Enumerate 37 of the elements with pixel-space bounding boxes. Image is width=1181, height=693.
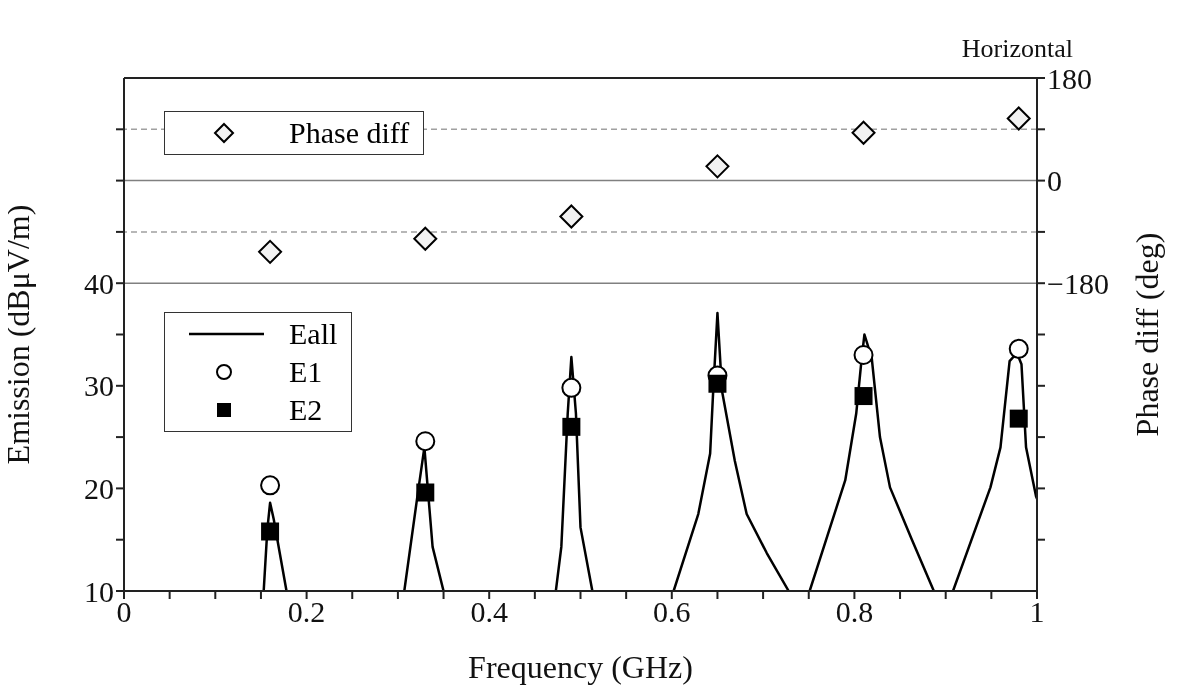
legend-label: Eall — [289, 317, 338, 351]
y-tick-label: 40 — [84, 266, 114, 300]
legend-label: E1 — [289, 355, 323, 389]
y2-tick-label: −180 — [1047, 266, 1109, 300]
point — [413, 226, 438, 251]
point — [559, 204, 584, 229]
point — [1006, 106, 1031, 131]
y2-tick-label: 0 — [1047, 164, 1062, 198]
text: Horizontal — [961, 34, 1073, 64]
y-tick-label: 30 — [84, 369, 114, 403]
x-tick-label: 0.6 — [653, 595, 691, 629]
legend-label: Phase diff — [289, 116, 410, 150]
point — [1008, 338, 1029, 359]
x-tick-label: 0.4 — [470, 595, 508, 629]
x-axis-title: Frequency (GHz) — [468, 649, 693, 685]
x-tick-label: 0.8 — [835, 595, 874, 629]
legend-label: E2 — [289, 393, 323, 427]
point — [561, 377, 582, 398]
y2-axis-title: Phase diff (deg) — [1129, 232, 1166, 437]
x-tick-label: 1 — [1029, 595, 1045, 629]
point — [851, 120, 876, 145]
point — [258, 239, 283, 264]
point — [562, 417, 581, 436]
point — [854, 387, 873, 406]
point — [853, 345, 874, 366]
y-tick-label: 10 — [84, 574, 114, 608]
x-tick-label: 0.2 — [287, 595, 326, 629]
y-tick-label: 20 — [84, 472, 114, 506]
x-tick-label: 0 — [116, 595, 132, 629]
point — [260, 475, 281, 496]
point — [1009, 409, 1028, 428]
point — [261, 522, 280, 541]
point — [705, 154, 730, 179]
y2-tick-label: 180 — [1047, 61, 1092, 95]
point — [708, 374, 727, 393]
point — [415, 431, 436, 452]
point — [416, 483, 435, 502]
